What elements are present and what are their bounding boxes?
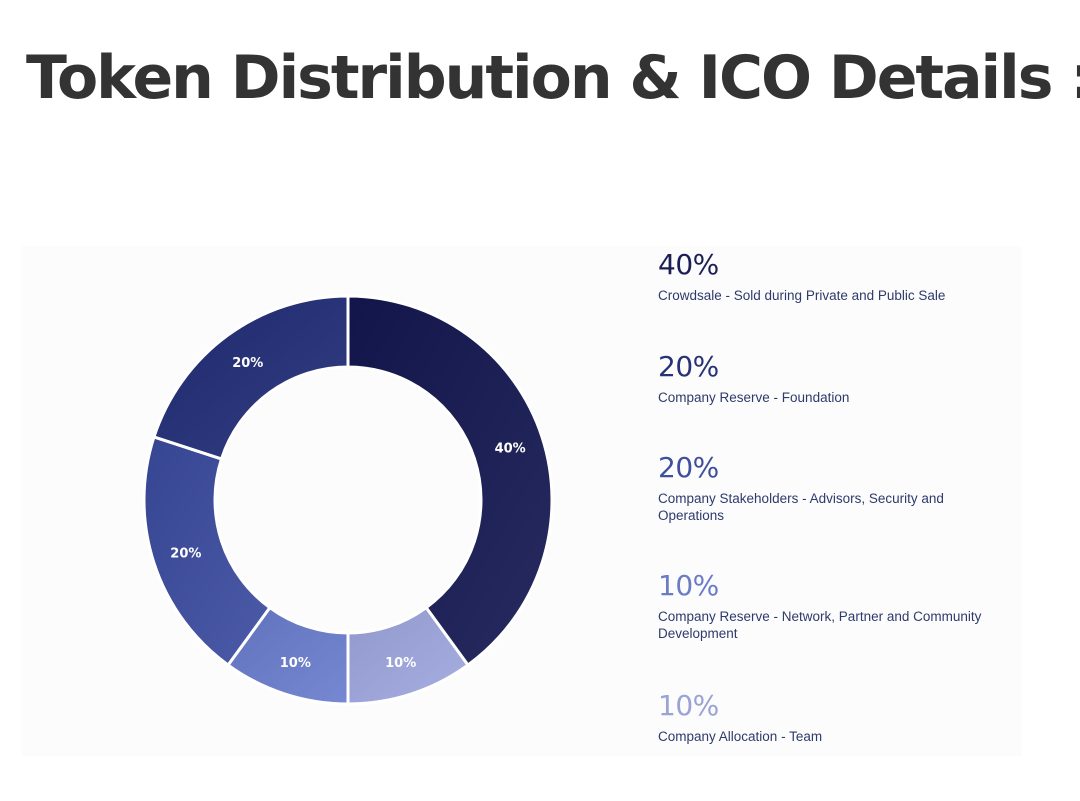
legend-description: Company Reserve - Foundation: [658, 390, 850, 405]
slice-label: 10%: [385, 656, 416, 671]
legend-description: Company Stakeholders - Advisors, Securit…: [658, 491, 944, 523]
page-title: Token Distribution & ICO Details :: [26, 43, 1080, 113]
legend-item: 40% Crowdsale - Sold during Private and P…: [658, 248, 988, 304]
legend-description: Crowdsale - Sold during Private and Publ…: [658, 288, 946, 303]
legend-percentage: 20%: [658, 350, 719, 383]
donut-slice: [152, 294, 350, 461]
donut-chart: 40% 10% 10% 20% 20%: [142, 294, 554, 706]
chart-legend: 40% Crowdsale - Sold during Private and P…: [658, 246, 988, 756]
legend-description: Company Allocation - Team: [658, 729, 823, 744]
legend-item: 10% Company Reserve - Network, Partner an…: [658, 569, 988, 642]
legend-item: 20% Company Reserve - Foundation: [658, 350, 988, 406]
slice-label: 40%: [495, 441, 526, 456]
slice-label: 20%: [170, 547, 201, 562]
donut-slices: [142, 294, 554, 706]
legend-percentage: 10%: [658, 689, 719, 722]
legend-description: Company Reserve - Network, Partner and C…: [658, 609, 982, 641]
token-distribution-infographic: 40% 10% 10% 20% 20% 40% Crowdsale - Sold duri…: [22, 246, 1022, 756]
slice-label: 10%: [280, 656, 311, 671]
legend-percentage: 20%: [658, 451, 719, 484]
donut-slice: [142, 435, 272, 667]
legend-percentage: 10%: [658, 569, 719, 602]
donut-slice: [346, 294, 554, 667]
legend-item: 10% Company Allocation - Team: [658, 689, 988, 745]
legend-item: 20% Company Stakeholders - Advisors, Secu…: [658, 451, 988, 524]
slice-label: 20%: [232, 356, 263, 371]
legend-percentage: 40%: [658, 248, 719, 281]
donut-slice-labels: 40% 10% 10% 20% 20%: [170, 356, 525, 671]
